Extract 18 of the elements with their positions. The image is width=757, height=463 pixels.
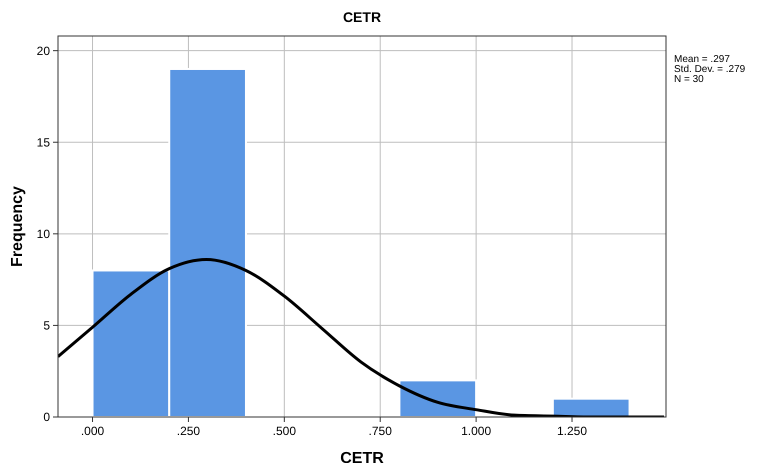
y-tick-label: 10 xyxy=(36,227,50,242)
x-tick-label: .750 xyxy=(368,424,392,438)
x-tick-label: .250 xyxy=(176,424,200,438)
y-tick-label: 0 xyxy=(43,410,50,424)
line-series xyxy=(58,258,666,417)
y-tick-label: 20 xyxy=(36,44,50,58)
text: N = 30 xyxy=(674,74,704,85)
chart-title: CETR xyxy=(342,9,382,25)
x-axis-title: CETR xyxy=(340,450,384,463)
x-tick-label: .000 xyxy=(80,424,105,438)
x-tick-label: 1.000 xyxy=(461,424,492,438)
y-tick-label: 15 xyxy=(36,135,50,150)
x-tick-label: 1.250 xyxy=(557,424,588,438)
y-axis-title: Frequency xyxy=(9,186,26,267)
text: Mean = .297 xyxy=(674,54,730,65)
y-tick-label: 5 xyxy=(43,318,50,333)
x-tick-label: .500 xyxy=(272,424,296,438)
text: Std. Dev. = .279 xyxy=(674,64,746,75)
